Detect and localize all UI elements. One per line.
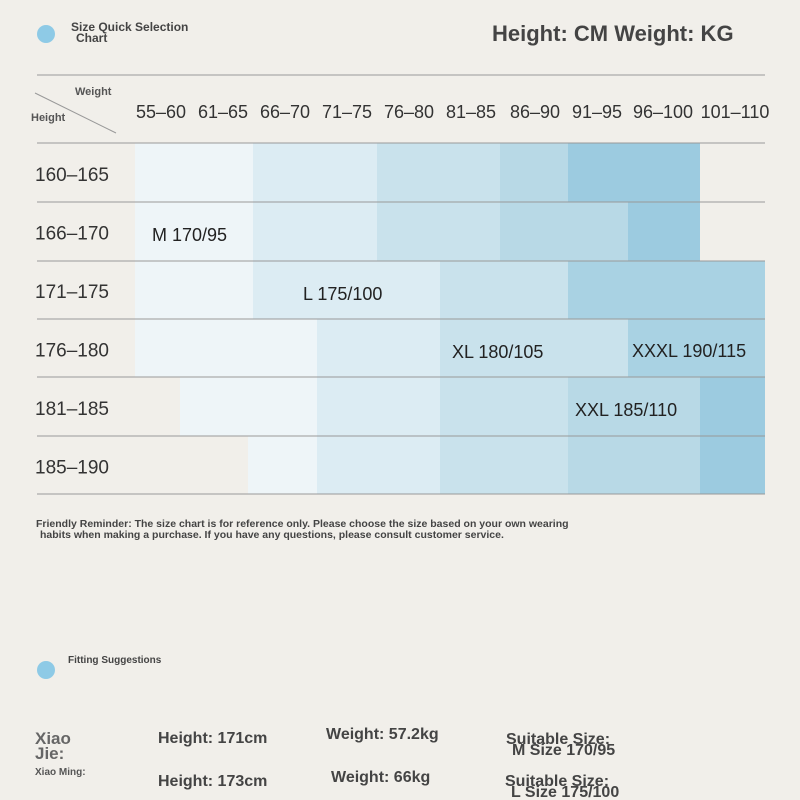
row-header: 160–165	[35, 165, 109, 186]
size: L Size 175/100	[511, 784, 620, 800]
column-header: 66–70	[260, 102, 310, 122]
corner-label: Weight	[75, 86, 112, 98]
size-label: Suitable Size:	[505, 773, 610, 790]
person: Xiao Ming:	[35, 767, 86, 778]
section-title: Fitting Suggestions	[68, 655, 162, 666]
size-label: M 170/95	[152, 225, 227, 245]
row-header: 181–185	[35, 399, 109, 420]
row-header: 171–175	[35, 282, 109, 303]
size: M Size 170/95	[512, 742, 616, 759]
column-header: 96–100	[633, 102, 693, 122]
column-header: 76–80	[384, 102, 434, 122]
title: Chart	[76, 31, 108, 45]
row-header: 166–170	[35, 224, 109, 245]
column-header: 81–85	[446, 102, 496, 122]
size-label: XL 180/105	[452, 342, 543, 362]
size-label: Suitable Size:	[506, 731, 611, 748]
reminder: Friendly Reminder: The size chart is for…	[36, 518, 569, 530]
person: Jie:	[35, 744, 65, 763]
reminder: habits when making a purchase. If you ha…	[40, 529, 504, 541]
person: Xiao	[35, 729, 71, 748]
size-label: XXXL 190/115	[632, 341, 746, 361]
rules	[34, 74, 765, 495]
size-label: XXL 185/110	[575, 400, 677, 420]
size-label: L 175/100	[303, 284, 382, 304]
column-header: 71–75	[322, 102, 372, 122]
column-header: 91–95	[572, 102, 622, 122]
column-header: 55–60	[136, 102, 186, 122]
size-table: Weight Height 55–60 61–65 66–70 71–75 76–80 8…	[31, 74, 770, 495]
bullet	[37, 25, 55, 43]
row-header: 185–190	[35, 458, 109, 479]
units: Height: CM Weight: KG	[492, 21, 734, 46]
column-header: 86–90	[510, 102, 560, 122]
bullet	[37, 661, 55, 679]
column-header: 61–65	[198, 102, 248, 122]
weight: Weight: 66kg	[331, 769, 431, 786]
column-header: 101–110	[701, 102, 770, 122]
height: Height: 173cm	[158, 773, 268, 790]
corner-label: Height	[31, 112, 66, 124]
weight: Weight: 57.2kg	[326, 726, 439, 743]
row-header: 176–180	[35, 341, 109, 362]
cell-fills	[135, 143, 765, 494]
title: Size Quick Selection	[71, 20, 189, 34]
height: Height: 171cm	[158, 730, 268, 747]
